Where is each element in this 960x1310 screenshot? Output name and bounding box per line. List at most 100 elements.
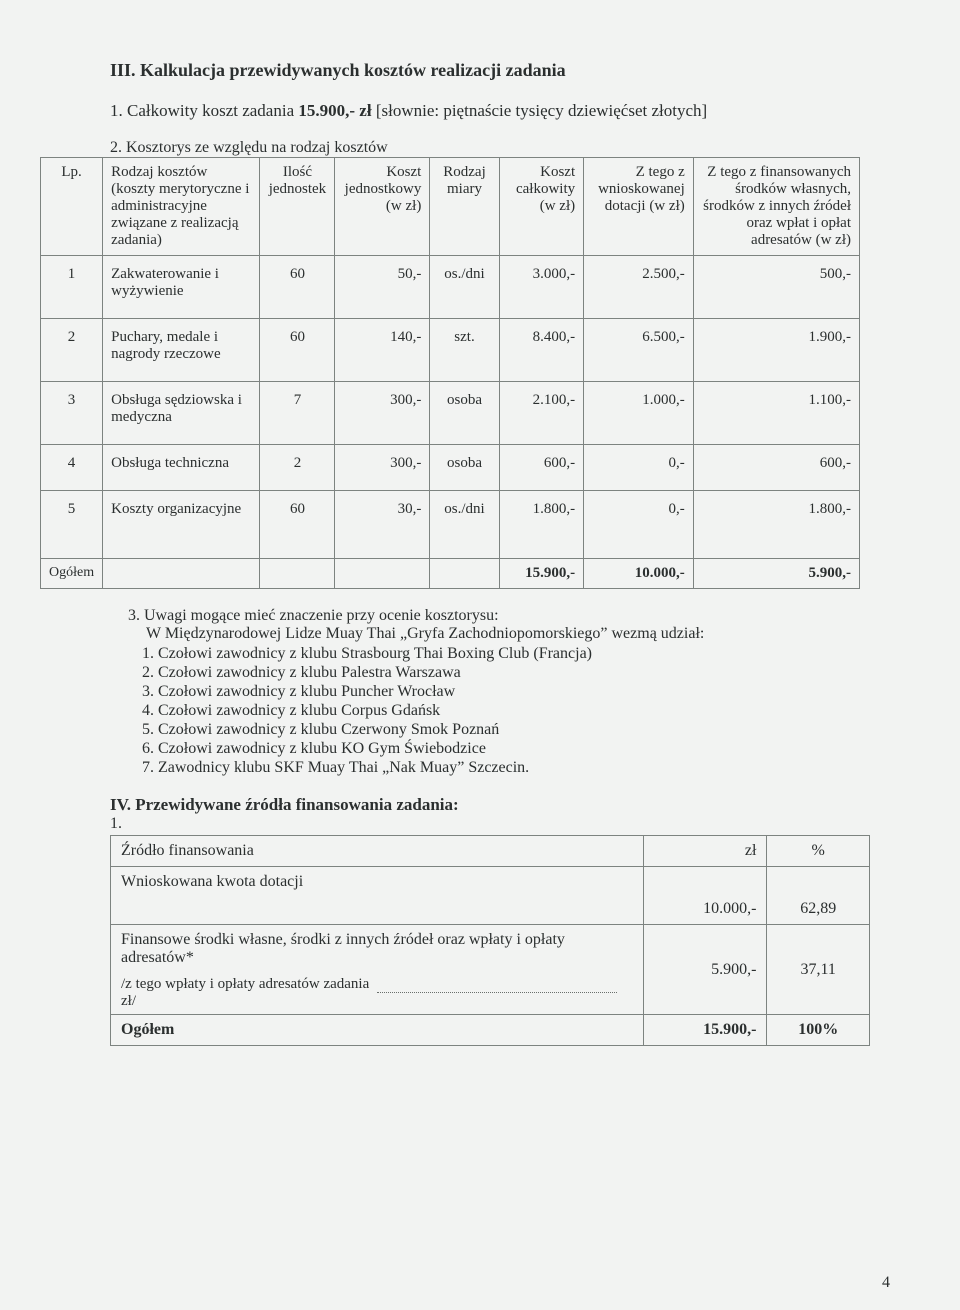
cell-kj: 50,-	[335, 256, 430, 319]
cell-lp: 2	[41, 319, 103, 382]
notes-title: 3. Uwagi mogące mieć znaczenie przy ocen…	[128, 607, 900, 625]
total-empty	[430, 559, 499, 589]
cell-ilosc: 60	[260, 319, 335, 382]
total-label: Ogółem	[41, 559, 103, 589]
cost-table-total-row: Ogółem 15.900,- 10.000,- 5.900,-	[41, 559, 860, 589]
funding-src: Wnioskowana kwota dotacji	[111, 867, 644, 925]
total-empty	[103, 559, 260, 589]
cell-lp: 3	[41, 382, 103, 445]
funding-row: Wnioskowana kwota dotacji 10.000,- 62,89	[111, 867, 870, 925]
funding-table: Źródło finansowania zł % Wnioskowana kwo…	[110, 835, 870, 1046]
th-z-fin: Z tego z finansowanych środków własnych,…	[693, 158, 859, 256]
funding-footnote: /z tego wpłaty i opłaty adresatów zadani…	[121, 976, 633, 1010]
total-cost-suffix: [słownie: piętnaście tysięcy dziewięćset…	[376, 101, 707, 120]
funding-zl: 5.900,-	[644, 925, 767, 1015]
notes-section: 3. Uwagi mogące mieć znaczenie przy ocen…	[128, 607, 900, 777]
funding-src: Finansowe środki własne, środki z innych…	[111, 925, 644, 1015]
cell-zf: 1.900,-	[693, 319, 859, 382]
cell-kj: 30,-	[335, 491, 430, 559]
th-koszt-calk: Koszt całkowity (w zł)	[499, 158, 583, 256]
total-cost-prefix: 1. Całkowity koszt zadania	[110, 101, 298, 120]
cell-zf: 500,-	[693, 256, 859, 319]
section4: IV. Przewidywane źródła finansowania zad…	[110, 795, 900, 1046]
notes-list-item: Zawodnicy klubu SKF Muay Thai „Nak Muay”…	[158, 759, 900, 777]
th-ilosc: Ilość jednostek	[260, 158, 335, 256]
cell-rodzaj: Zakwaterowanie i wyżywienie	[103, 256, 260, 319]
total-empty	[335, 559, 430, 589]
notes-list-item: Czołowi zawodnicy z klubu Corpus Gdańsk	[158, 702, 900, 720]
cell-ilosc: 7	[260, 382, 335, 445]
th-z-wniosk: Z tego z wnioskowanej dotacji (w zł)	[584, 158, 694, 256]
th-pc: %	[767, 836, 870, 867]
page-number: 4	[882, 1274, 890, 1292]
total-cost-amount: 15.900,- zł	[298, 101, 371, 120]
total-cost-line: 1. Całkowity koszt zadania 15.900,- zł […	[110, 101, 900, 121]
th-lp: Lp.	[41, 158, 103, 256]
cell-rodzaj: Obsługa techniczna	[103, 445, 260, 491]
cell-kc: 8.400,-	[499, 319, 583, 382]
funding-row: Finansowe środki własne, środki z innych…	[111, 925, 870, 1015]
cell-kj: 300,-	[335, 445, 430, 491]
total-empty	[260, 559, 335, 589]
cell-ilosc: 60	[260, 256, 335, 319]
cell-ilosc: 2	[260, 445, 335, 491]
cell-rm: os./dni	[430, 491, 499, 559]
cell-lp: 1	[41, 256, 103, 319]
cell-zw: 0,-	[584, 491, 694, 559]
cell-zw: 2.500,-	[584, 256, 694, 319]
section3-heading: III. Kalkulacja przewidywanych kosztów r…	[110, 60, 900, 81]
funding-total-pc: 100%	[767, 1015, 870, 1046]
cell-ilosc: 60	[260, 491, 335, 559]
th-rodzaj-miary: Rodzaj miary	[430, 158, 499, 256]
footnote-dots	[377, 992, 617, 993]
footnote-suffix: zł/	[121, 993, 136, 1009]
funding-total-zl: 15.900,-	[644, 1015, 767, 1046]
th-rodzaj: Rodzaj kosztów (koszty merytoryczne i ad…	[103, 158, 260, 256]
cell-kc: 1.800,-	[499, 491, 583, 559]
cell-zf: 600,-	[693, 445, 859, 491]
th-koszt-jedn: Koszt jednostkowy (w zł)	[335, 158, 430, 256]
cost-table: Lp. Rodzaj kosztów (koszty merytoryczne …	[40, 157, 860, 589]
notes-list-item: Czołowi zawodnicy z klubu Puncher Wrocła…	[158, 683, 900, 701]
cost-table-row: 5Koszty organizacyjne6030,-os./dni1.800,…	[41, 491, 860, 559]
total-zw: 10.000,-	[584, 559, 694, 589]
cost-table-row: 4Obsługa techniczna2300,-osoba600,-0,-60…	[41, 445, 860, 491]
cost-table-header-row: Lp. Rodzaj kosztów (koszty merytoryczne …	[41, 158, 860, 256]
footnote-prefix: /z tego wpłaty i opłaty adresatów zadani…	[121, 976, 373, 992]
funding-src-text: Finansowe środki własne, środki z innych…	[121, 931, 565, 966]
notes-list: Czołowi zawodnicy z klubu Strasbourg Tha…	[158, 645, 900, 777]
funding-pc: 62,89	[767, 867, 870, 925]
cell-rm: szt.	[430, 319, 499, 382]
section4-one: 1.	[110, 815, 900, 833]
notes-intro: W Międzynarodowej Lidze Muay Thai „Gryfa…	[146, 625, 900, 643]
th-src: Źródło finansowania	[111, 836, 644, 867]
notes-list-item: Czołowi zawodnicy z klubu KO Gym Świebod…	[158, 740, 900, 758]
funding-pc: 37,11	[767, 925, 870, 1015]
cost-table-row: 3Obsługa sędziowska i medyczna7300,-osob…	[41, 382, 860, 445]
cell-rm: os./dni	[430, 256, 499, 319]
cell-kc: 2.100,-	[499, 382, 583, 445]
document-page: III. Kalkulacja przewidywanych kosztów r…	[0, 0, 960, 1310]
funding-total-row: Ogółem 15.900,- 100%	[111, 1015, 870, 1046]
funding-zl: 10.000,-	[644, 867, 767, 925]
cell-kc: 3.000,-	[499, 256, 583, 319]
cell-zw: 1.000,-	[584, 382, 694, 445]
notes-list-item: Czołowi zawodnicy z klubu Palestra Warsz…	[158, 664, 900, 682]
cell-rm: osoba	[430, 445, 499, 491]
cost-table-row: 2Puchary, medale i nagrody rzeczowe60140…	[41, 319, 860, 382]
cell-lp: 5	[41, 491, 103, 559]
funding-total-label: Ogółem	[111, 1015, 644, 1046]
cell-zw: 0,-	[584, 445, 694, 491]
cell-lp: 4	[41, 445, 103, 491]
cell-kj: 140,-	[335, 319, 430, 382]
notes-list-item: Czołowi zawodnicy z klubu Strasbourg Tha…	[158, 645, 900, 663]
cell-zf: 1.800,-	[693, 491, 859, 559]
funding-table-header-row: Źródło finansowania zł %	[111, 836, 870, 867]
cell-zw: 6.500,-	[584, 319, 694, 382]
total-zf: 5.900,-	[693, 559, 859, 589]
kosztorys-subheading: 2. Kosztorys ze względu na rodzaj kosztó…	[110, 139, 900, 157]
cell-zf: 1.100,-	[693, 382, 859, 445]
cost-table-row: 1Zakwaterowanie i wyżywienie6050,-os./dn…	[41, 256, 860, 319]
section4-heading: IV. Przewidywane źródła finansowania zad…	[110, 795, 900, 815]
cell-rm: osoba	[430, 382, 499, 445]
